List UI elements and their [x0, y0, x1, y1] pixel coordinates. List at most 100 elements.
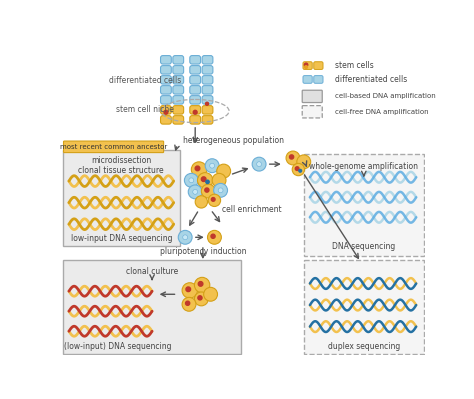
Circle shape [204, 287, 218, 301]
Text: DNA sequencing: DNA sequencing [332, 242, 395, 251]
Circle shape [299, 170, 301, 172]
FancyBboxPatch shape [302, 106, 322, 118]
Circle shape [210, 163, 215, 168]
Circle shape [295, 167, 299, 170]
FancyBboxPatch shape [161, 116, 171, 124]
Circle shape [185, 301, 190, 305]
FancyBboxPatch shape [161, 55, 171, 64]
Circle shape [214, 184, 228, 197]
Circle shape [191, 162, 207, 177]
FancyBboxPatch shape [161, 75, 171, 84]
Circle shape [182, 283, 198, 298]
FancyBboxPatch shape [190, 65, 201, 74]
Circle shape [206, 102, 209, 105]
FancyBboxPatch shape [190, 116, 201, 124]
Circle shape [297, 155, 310, 169]
Text: cell enrichment: cell enrichment [221, 205, 281, 214]
Text: differentiated cells: differentiated cells [335, 75, 408, 84]
Circle shape [201, 177, 206, 182]
FancyBboxPatch shape [64, 141, 164, 152]
Circle shape [195, 196, 208, 208]
FancyBboxPatch shape [314, 75, 323, 83]
FancyBboxPatch shape [202, 96, 213, 104]
FancyBboxPatch shape [161, 65, 171, 74]
Text: cell-free DNA amplification: cell-free DNA amplification [335, 109, 429, 115]
FancyBboxPatch shape [202, 86, 213, 94]
FancyBboxPatch shape [63, 150, 180, 246]
FancyBboxPatch shape [173, 116, 183, 124]
Circle shape [211, 198, 215, 201]
Circle shape [304, 63, 308, 67]
FancyBboxPatch shape [190, 96, 201, 104]
Circle shape [164, 111, 168, 114]
Circle shape [290, 155, 294, 159]
FancyBboxPatch shape [303, 62, 312, 69]
Text: low-input DNA sequencing: low-input DNA sequencing [71, 233, 172, 243]
Circle shape [212, 174, 226, 187]
Text: most recent common ancestor: most recent common ancestor [60, 144, 167, 150]
Circle shape [188, 185, 202, 199]
Circle shape [208, 230, 221, 244]
Circle shape [183, 235, 188, 240]
FancyBboxPatch shape [202, 116, 213, 124]
Circle shape [198, 296, 202, 300]
FancyBboxPatch shape [190, 55, 201, 64]
FancyBboxPatch shape [190, 75, 201, 84]
Circle shape [205, 188, 209, 192]
FancyBboxPatch shape [173, 96, 183, 104]
Circle shape [201, 184, 215, 198]
Circle shape [198, 173, 213, 188]
Circle shape [217, 164, 231, 178]
Circle shape [286, 151, 300, 165]
Circle shape [194, 292, 208, 306]
Circle shape [186, 287, 191, 292]
FancyBboxPatch shape [302, 90, 322, 103]
Circle shape [218, 188, 223, 193]
Text: stem cell niche: stem cell niche [116, 105, 174, 114]
Circle shape [252, 157, 266, 171]
FancyBboxPatch shape [202, 75, 213, 84]
Circle shape [208, 194, 220, 207]
Circle shape [206, 180, 209, 184]
Circle shape [178, 230, 192, 244]
FancyBboxPatch shape [63, 261, 241, 354]
Text: pluripotency induction: pluripotency induction [160, 247, 246, 256]
Circle shape [189, 178, 194, 183]
FancyBboxPatch shape [161, 86, 171, 94]
Circle shape [198, 282, 203, 286]
FancyBboxPatch shape [173, 55, 183, 64]
Circle shape [182, 297, 196, 311]
FancyBboxPatch shape [173, 106, 183, 114]
FancyBboxPatch shape [303, 75, 312, 83]
FancyBboxPatch shape [314, 62, 323, 69]
Circle shape [193, 190, 198, 194]
FancyBboxPatch shape [202, 65, 213, 74]
FancyBboxPatch shape [202, 55, 213, 64]
FancyBboxPatch shape [173, 65, 183, 74]
FancyBboxPatch shape [173, 86, 183, 94]
FancyBboxPatch shape [304, 154, 424, 256]
Circle shape [194, 277, 210, 293]
FancyBboxPatch shape [190, 86, 201, 94]
Circle shape [211, 234, 215, 238]
FancyBboxPatch shape [173, 75, 183, 84]
FancyBboxPatch shape [161, 106, 171, 114]
Text: clonal culture: clonal culture [126, 267, 178, 276]
FancyBboxPatch shape [202, 106, 213, 114]
Circle shape [193, 111, 197, 114]
Circle shape [292, 163, 304, 176]
Text: differentiated cells: differentiated cells [109, 76, 181, 85]
FancyBboxPatch shape [304, 261, 424, 354]
Circle shape [184, 174, 198, 187]
Circle shape [195, 166, 200, 171]
Circle shape [305, 66, 308, 69]
Text: microdissection
clonal tissue structure: microdissection clonal tissue structure [79, 156, 164, 176]
Text: whole-genome amplification: whole-genome amplification [310, 162, 419, 171]
FancyBboxPatch shape [190, 106, 201, 114]
FancyBboxPatch shape [161, 96, 171, 104]
Text: stem cells: stem cells [335, 61, 374, 70]
Circle shape [205, 159, 219, 173]
Text: cell-based DNA amplification: cell-based DNA amplification [335, 93, 436, 99]
Text: heterogeneous population: heterogeneous population [183, 136, 284, 145]
Text: (low-input) DNA sequencing: (low-input) DNA sequencing [64, 342, 172, 351]
